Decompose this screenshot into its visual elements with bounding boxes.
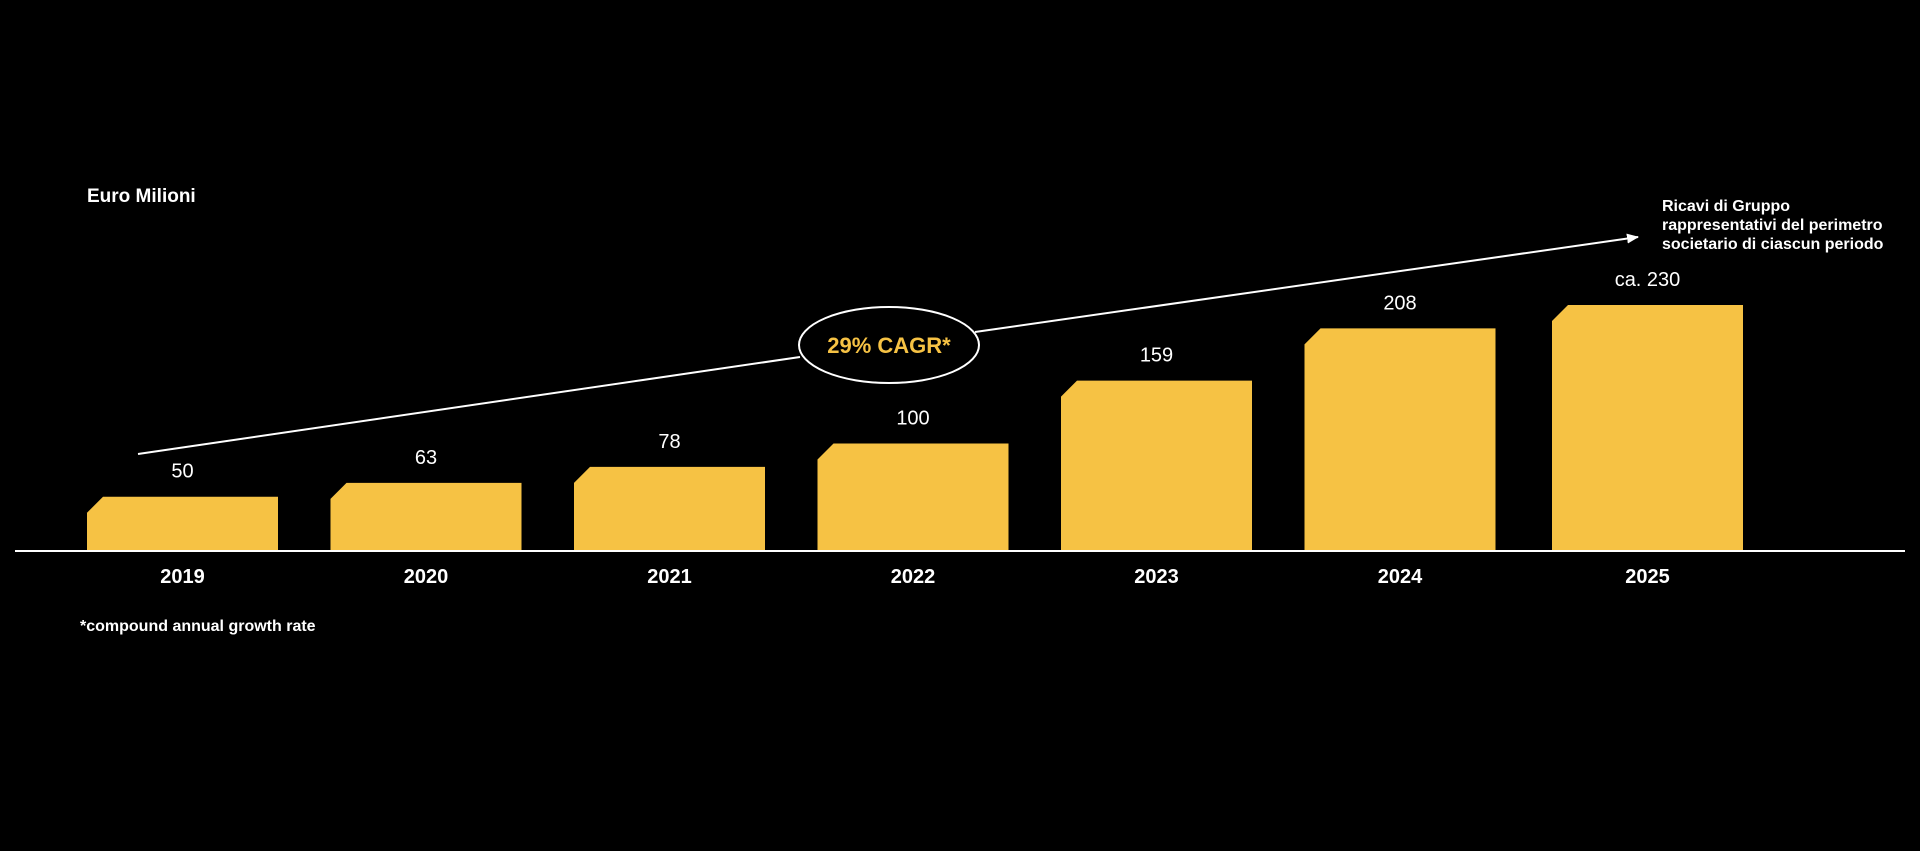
- year-label-2025: 2025: [1625, 566, 1670, 588]
- value-label-2020: 63: [415, 447, 437, 469]
- annotation-note: Ricavi di Gruppo rappresentativi del per…: [1662, 198, 1887, 253]
- value-labels-group: 50 63 78 100 159 208 ca. 230: [171, 269, 1680, 483]
- year-label-2019: 2019: [160, 566, 205, 588]
- value-label-2025: ca. 230: [1615, 269, 1681, 291]
- unit-label: Euro Milioni: [87, 186, 196, 207]
- trend-arrow: [974, 233, 1639, 333]
- annotation-line-3: societario di ciascun periodo: [1662, 236, 1884, 253]
- year-labels-group: 2019 2020 2021 2022 2023 2024 2025: [160, 566, 1670, 588]
- year-label-2022: 2022: [891, 566, 936, 588]
- bar-2021: [574, 466, 765, 550]
- trend-line-left: [137, 356, 801, 455]
- bar-2020: [330, 482, 522, 550]
- value-label-2022: 100: [896, 407, 929, 429]
- year-label-2021: 2021: [647, 566, 692, 588]
- bar-2023: [1061, 380, 1252, 550]
- year-label-2020: 2020: [404, 566, 449, 588]
- bar-2022: [817, 443, 1009, 550]
- bar-2025: [1552, 305, 1743, 550]
- year-label-2024: 2024: [1378, 566, 1423, 588]
- footnote: *compound annual growth rate: [80, 618, 316, 635]
- annotation-line-2: rappresentativi del perimetro: [1662, 217, 1883, 234]
- value-label-2023: 159: [1140, 345, 1173, 367]
- bar-2024: [1304, 328, 1496, 550]
- cagr-ellipse: [798, 306, 980, 384]
- value-label-2019: 50: [171, 461, 193, 483]
- value-label-2024: 208: [1383, 292, 1416, 314]
- bars-group: [87, 305, 1743, 550]
- year-label-2023: 2023: [1134, 566, 1179, 588]
- cagr-label: 29% CAGR*: [827, 333, 951, 358]
- bar-2019: [87, 496, 278, 550]
- annotation-line-1: Ricavi di Gruppo: [1662, 198, 1790, 215]
- value-label-2021: 78: [658, 431, 680, 453]
